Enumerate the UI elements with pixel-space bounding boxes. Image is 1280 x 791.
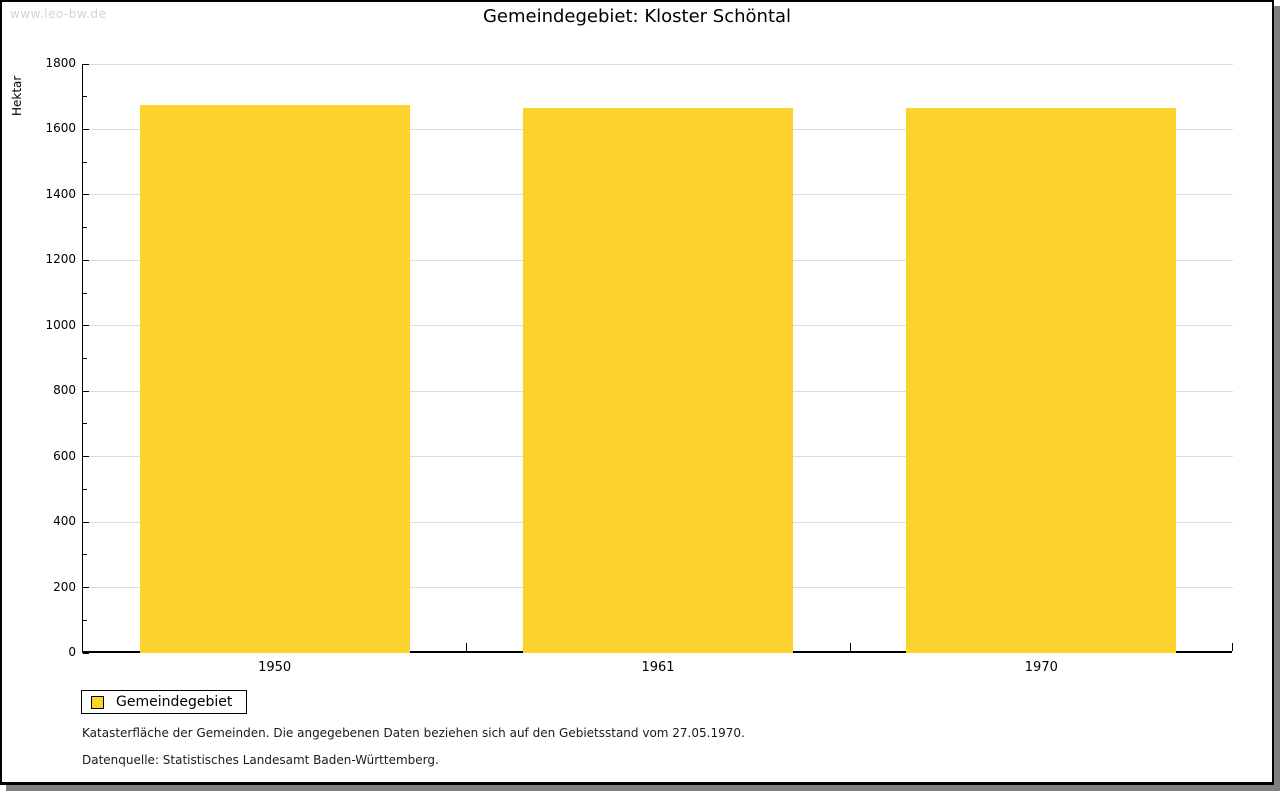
- y-minor-tick: [83, 292, 87, 294]
- y-minor-tick: [83, 96, 87, 98]
- frame-shadow-right: [1274, 6, 1280, 785]
- x-boundary-tick: [849, 643, 851, 651]
- y-minor-tick: [83, 619, 87, 621]
- bar-1950: [139, 104, 410, 653]
- frame-shadow-bottom: [6, 785, 1280, 791]
- y-minor-tick: [83, 423, 87, 425]
- y-minor-tick: [83, 227, 87, 229]
- y-axis-title: Hektar: [10, 75, 24, 116]
- y-tick-label: 1600: [45, 121, 76, 136]
- y-tick-label: 1200: [45, 252, 76, 267]
- y-tick-label: 1400: [45, 186, 76, 201]
- legend-swatch: [91, 695, 104, 709]
- legend-label: Gemeindegebiet: [116, 694, 233, 710]
- footnote-line1: Katasterfläche der Gemeinden. Die angege…: [82, 726, 745, 740]
- y-major-tick: [83, 652, 89, 654]
- x-axis-end-tick: [1232, 643, 1233, 651]
- x-tick-label: 1961: [641, 660, 675, 675]
- y-tick-label: 1000: [45, 317, 76, 332]
- y-major-tick: [83, 259, 89, 261]
- y-tick-label: 0: [68, 645, 76, 659]
- y-major-tick: [83, 587, 89, 589]
- y-minor-tick: [83, 554, 87, 556]
- watermark: www.leo-bw.de: [10, 7, 107, 21]
- y-major-tick: [83, 325, 89, 327]
- bar-1961: [523, 107, 793, 653]
- y-tick-label: 200: [53, 579, 76, 594]
- y-tick-label: 800: [53, 383, 76, 398]
- y-minor-tick: [83, 488, 87, 490]
- y-tick-label: 600: [53, 448, 76, 463]
- plot-area: 0 200 400 600 800 1000 1200 1400 1600 1800 1950 196…: [45, 56, 1233, 675]
- y-tick-label: 400: [53, 514, 76, 529]
- y-major-tick: [83, 194, 89, 196]
- y-major-tick: [83, 63, 89, 65]
- legend: Gemeindegebiet: [81, 690, 248, 714]
- y-major-tick: [83, 521, 89, 523]
- x-tick-label: 1950: [258, 660, 292, 675]
- y-major-tick: [83, 456, 89, 458]
- y-major-tick: [83, 128, 89, 130]
- y-minor-tick: [83, 161, 87, 163]
- y-major-tick: [83, 390, 89, 392]
- y-tick-label: 1800: [45, 56, 76, 70]
- y-minor-tick: [83, 358, 87, 359]
- gridline: [83, 63, 1233, 65]
- chart-title: Gemeindegebiet: Kloster Schöntal: [482, 6, 792, 27]
- x-boundary-tick: [466, 643, 468, 651]
- x-tick-label: 1970: [1024, 660, 1058, 675]
- footnote-line2: Datenquelle: Statistisches Landesamt Bad…: [82, 753, 439, 767]
- bar-1970: [906, 107, 1177, 653]
